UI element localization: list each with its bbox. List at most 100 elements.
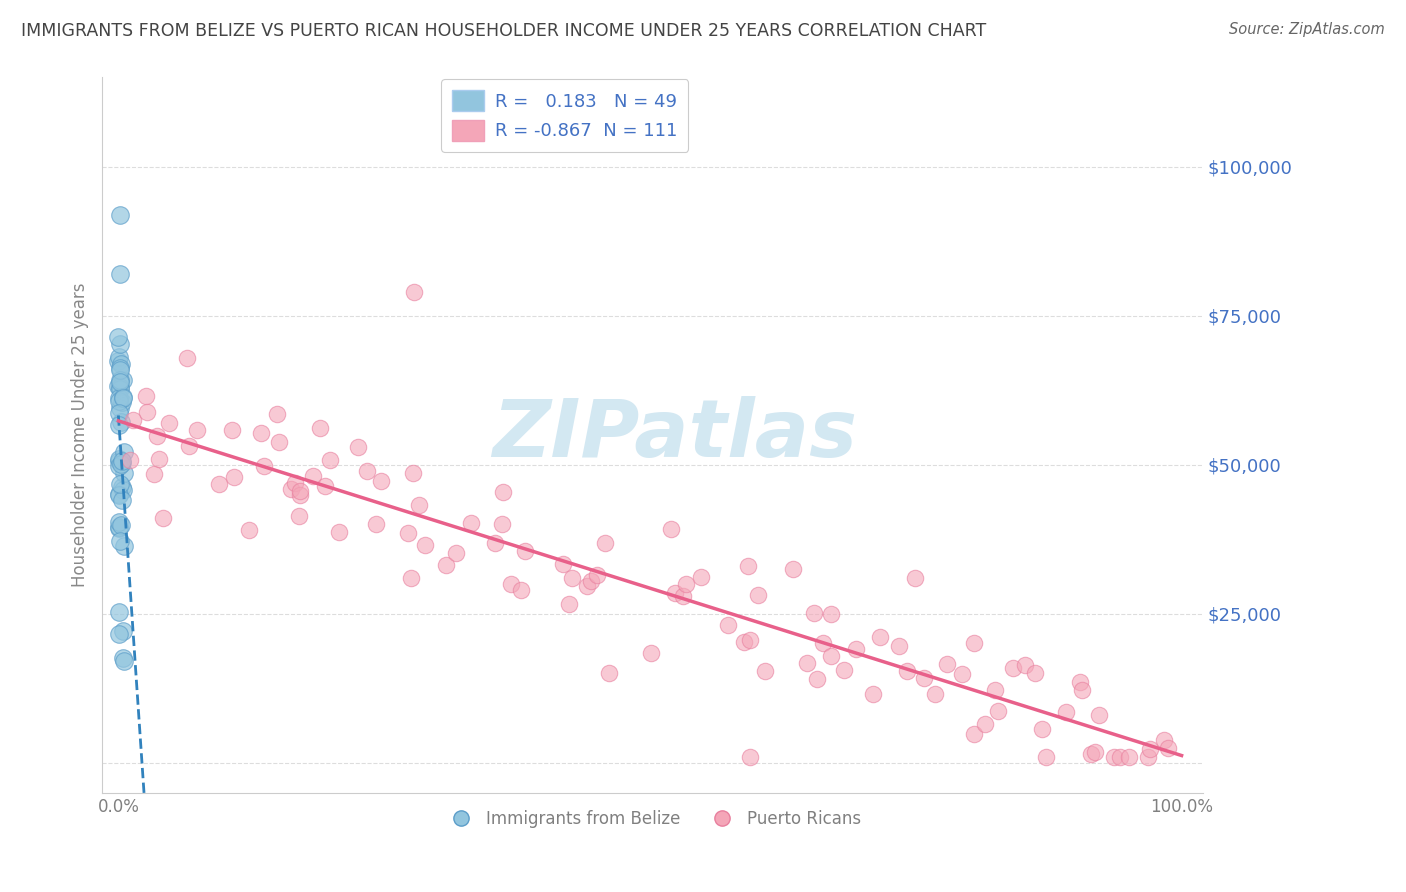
Point <box>924 687 946 701</box>
Point <box>1024 665 1046 680</box>
Point <box>737 558 759 573</box>
Point <box>111 456 134 470</box>
Point <box>108 361 131 376</box>
Point <box>207 476 229 491</box>
Point <box>399 570 422 584</box>
Point <box>598 665 620 680</box>
Point <box>1014 657 1036 672</box>
Point <box>112 624 135 639</box>
Point <box>238 523 260 537</box>
Point <box>108 417 131 432</box>
Point <box>177 439 200 453</box>
Point <box>1031 722 1053 736</box>
Point <box>984 683 1007 698</box>
Point <box>434 558 457 573</box>
Point <box>111 390 134 404</box>
Point <box>366 516 388 531</box>
Point <box>733 634 755 648</box>
Point <box>142 467 165 481</box>
Point <box>912 671 935 685</box>
Point <box>501 576 523 591</box>
Point <box>811 636 834 650</box>
Point <box>108 605 131 619</box>
Point <box>492 484 515 499</box>
Point <box>108 406 131 420</box>
Point <box>108 391 131 405</box>
Point <box>509 582 531 597</box>
Point <box>112 539 135 553</box>
Point <box>754 664 776 678</box>
Text: Source: ZipAtlas.com: Source: ZipAtlas.com <box>1229 22 1385 37</box>
Point <box>659 522 682 536</box>
Point <box>314 479 336 493</box>
Point <box>108 454 131 468</box>
Point <box>460 516 482 530</box>
Point <box>396 526 419 541</box>
Point <box>176 351 198 366</box>
Point <box>328 524 350 539</box>
Point <box>108 380 131 394</box>
Point <box>987 705 1010 719</box>
Point <box>111 394 134 409</box>
Point <box>111 483 134 498</box>
Point <box>111 480 134 494</box>
Legend: Immigrants from Belize, Puerto Ricans: Immigrants from Belize, Puerto Ricans <box>437 803 868 834</box>
Point <box>1139 741 1161 756</box>
Point <box>576 579 599 593</box>
Point <box>120 453 142 467</box>
Point <box>738 750 761 764</box>
Point <box>290 483 312 498</box>
Text: IMMIGRANTS FROM BELIZE VS PUERTO RICAN HOUSEHOLDER INCOME UNDER 25 YEARS CORRELA: IMMIGRANTS FROM BELIZE VS PUERTO RICAN H… <box>21 22 987 40</box>
Point <box>1157 741 1180 756</box>
Point <box>1069 674 1091 689</box>
Point <box>110 457 132 471</box>
Point <box>796 657 818 671</box>
Point <box>112 391 135 405</box>
Point <box>1071 683 1094 698</box>
Point <box>904 571 927 585</box>
Point <box>962 636 984 650</box>
Point <box>675 577 697 591</box>
Point <box>309 421 332 435</box>
Point <box>551 557 574 571</box>
Point <box>250 425 273 440</box>
Point <box>108 350 131 364</box>
Point <box>107 459 129 474</box>
Point <box>820 607 842 622</box>
Point <box>110 358 132 372</box>
Point <box>1054 705 1077 719</box>
Point <box>107 378 129 392</box>
Point <box>108 486 131 500</box>
Point <box>157 416 180 430</box>
Point <box>869 630 891 644</box>
Point <box>558 597 581 611</box>
Point <box>1088 708 1111 723</box>
Point <box>108 401 131 416</box>
Point <box>110 337 132 351</box>
Point <box>402 466 425 480</box>
Point <box>110 518 132 533</box>
Point <box>110 373 132 387</box>
Point <box>1035 750 1057 764</box>
Point <box>782 562 804 576</box>
Point <box>664 586 686 600</box>
Point <box>112 654 135 668</box>
Point <box>491 516 513 531</box>
Point <box>1108 750 1130 764</box>
Point <box>513 544 536 558</box>
Point <box>108 394 131 409</box>
Point <box>1080 747 1102 761</box>
Point <box>887 640 910 654</box>
Point <box>107 451 129 466</box>
Point <box>803 606 825 620</box>
Point <box>152 510 174 524</box>
Point <box>845 642 868 657</box>
Point <box>593 536 616 550</box>
Point <box>356 464 378 478</box>
Point <box>561 571 583 585</box>
Point <box>108 533 131 548</box>
Point <box>135 404 157 418</box>
Point <box>1102 750 1125 764</box>
Point <box>108 520 131 534</box>
Point <box>413 538 436 552</box>
